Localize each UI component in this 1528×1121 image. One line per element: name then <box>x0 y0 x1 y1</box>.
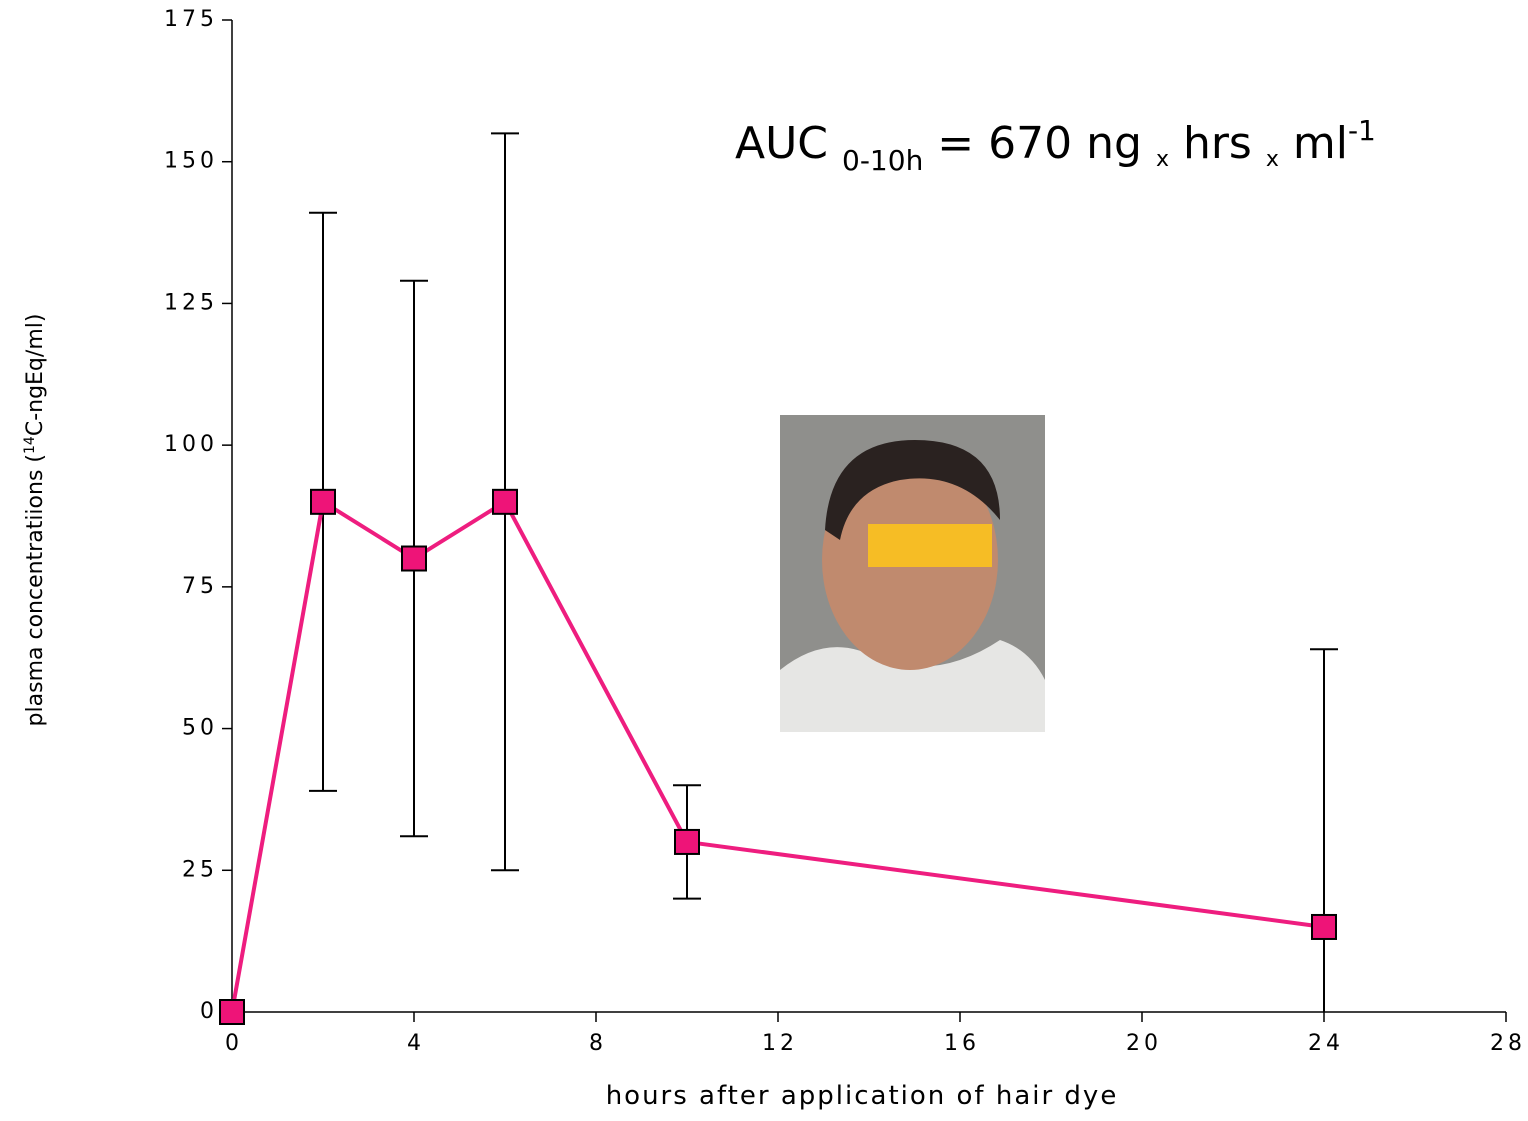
y-tick-label: 125 <box>164 290 218 315</box>
y-tick-label: 75 <box>182 574 218 599</box>
annotation: AUC 0-10h = 670 ng x hrs x ml-1 <box>735 114 1376 177</box>
data-line <box>232 502 1324 1012</box>
annotation-text: hrs <box>1169 118 1266 169</box>
y-tick-label: 100 <box>164 432 218 457</box>
x-tick-label: 8 <box>589 1031 607 1056</box>
y-tick-label: 175 <box>164 7 218 32</box>
photo-eye-bar <box>868 524 992 567</box>
x-tick-label: 12 <box>762 1031 798 1056</box>
x-tick-label: 4 <box>407 1031 425 1056</box>
y-tick-label: 25 <box>182 857 218 882</box>
marker <box>311 490 335 514</box>
x-axis-label: hours after application of hair dye <box>606 1081 1119 1111</box>
y-label-text: plasma concentratiions ( <box>23 454 48 726</box>
x-tick-label: 28 <box>1490 1031 1526 1056</box>
x-tick-label: 0 <box>225 1031 243 1056</box>
marker <box>1312 915 1336 939</box>
photo <box>780 415 1045 732</box>
page: plasma concentratiions (14C-ngEq/ml) hou… <box>0 0 1528 1121</box>
y-tick-label: 0 <box>200 999 218 1024</box>
y-tick-label: 50 <box>182 716 218 741</box>
y-axis-label: plasma concentratiions (14C-ngEq/ml) <box>22 314 48 727</box>
annotation-sub: x <box>1266 147 1279 172</box>
x-tick-label: 24 <box>1308 1031 1344 1056</box>
error-bar <box>1310 649 1338 1012</box>
annotation-text: AUC <box>735 118 842 169</box>
marker <box>220 1000 244 1024</box>
y-label-text: C-ngEq/ml) <box>23 314 48 437</box>
marker <box>675 830 699 854</box>
annotation-sub: 0-10h <box>842 144 923 177</box>
y-label-sup: 14 <box>22 436 38 454</box>
x-tick-label: 20 <box>1126 1031 1162 1056</box>
annotation-sub: x <box>1156 147 1169 172</box>
chart: plasma concentratiions (14C-ngEq/ml) hou… <box>0 0 1528 1117</box>
y-tick-label: 150 <box>164 149 218 174</box>
annotation-text: = 670 ng <box>923 118 1156 169</box>
annotation-text: ml <box>1279 118 1348 169</box>
x-tick-label: 16 <box>944 1031 980 1056</box>
marker <box>402 547 426 571</box>
annotation-sup: -1 <box>1348 114 1376 147</box>
marker <box>493 490 517 514</box>
